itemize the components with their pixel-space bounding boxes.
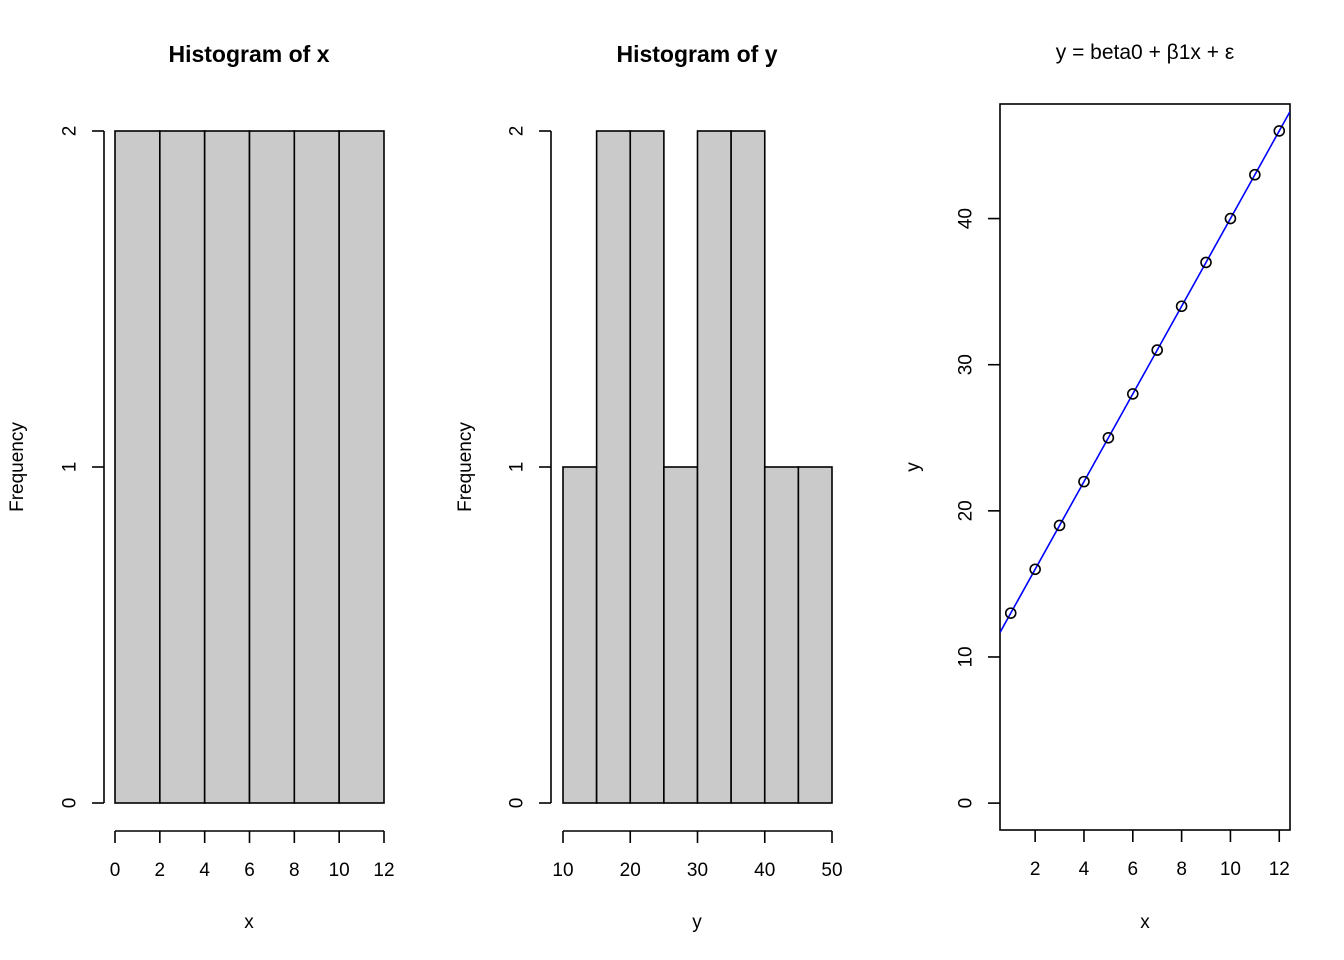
histogram-y-xlabel: y [692,912,702,933]
histogram-bar [763,466,800,804]
y-tick-label: 2 [507,126,528,137]
y-tick-label: 1 [60,462,81,473]
histogram-x-ylabel: Frequency [7,422,28,512]
y-tick-label: 40 [956,208,977,229]
histogram-x-panel: Histogram of x 012 0 2 4 6 8 10 12 x Frequency [7,41,395,933]
scatter-x-axis: 2 4 6 8 10 12 [1030,830,1290,880]
scatter-point [1004,607,1017,619]
scatter-point [1078,475,1090,488]
x-tick-label: 2 [1030,859,1041,880]
histogram-x-y-axis: 0 1 2 [60,126,105,809]
scatter-y-axis: 0 10 20 30 40 [956,208,1000,809]
histogram-bar [730,130,766,804]
x-tick-label: 10 [552,860,573,881]
histogram-y-y-axis: 0 1 2 [507,126,552,809]
x-tick-label: 0 [110,860,121,881]
histogram-x-x-axis: 0 2 4 6 8 10 12 [110,830,395,881]
x-tick-label: 12 [373,860,394,881]
histogram-bar [203,130,251,804]
y-tick-label: 0 [60,798,81,809]
x-tick-label: 4 [1079,859,1090,880]
x-tick-label: 40 [754,860,775,881]
scatter-point [1249,168,1261,181]
scatter-point [1126,388,1139,400]
x-tick-label: 8 [1176,859,1187,880]
scatter-point [1029,563,1041,576]
histogram-bar [562,466,598,804]
y-tick-label: 30 [956,354,977,375]
scatter-point [1102,431,1115,444]
x-tick-label: 50 [821,860,842,881]
histogram-bar [696,130,732,804]
histogram-y-x-axis: 10 20 30 40 50 [552,830,843,881]
histogram-y-ylabel: Frequency [455,422,476,512]
scatter-point [1224,212,1237,225]
x-tick-label: 8 [289,860,300,881]
scatter-title: y = beta0 + β1x + ε [1056,41,1234,64]
histogram-bar [159,130,206,804]
histogram-bar [248,130,296,804]
histogram-bar [293,130,340,804]
scatter-point [1151,344,1164,356]
histogram-y-panel: Histogram of y 0 1 2 10 20 30 40 50 y Frequenc… [455,41,843,933]
scatter-points [1004,125,1286,619]
x-tick-label: 20 [620,860,641,881]
histogram-x-xlabel: x [244,912,254,933]
histogram-y-title: Histogram of y [616,41,777,67]
x-tick-label: 4 [199,860,210,881]
y-tick-label: 10 [956,646,977,667]
histogram-x-title: Histogram of x [168,41,329,67]
x-tick-label: 2 [155,860,166,881]
histogram-y-bars [562,130,833,804]
scatter-fit-line-group [1000,111,1290,633]
scatter-panel: y = beta0 + β1x + ε 0 10 20 30 40 2 4 6 8 10 12 x… [903,41,1291,933]
histogram-bar [338,130,385,804]
scatter-point [1273,125,1286,137]
histogram-bar [629,130,665,804]
x-tick-label: 10 [1220,859,1241,880]
histogram-bar [595,130,632,804]
scatter-point [1175,300,1188,313]
histogram-bar [114,130,161,804]
scatter-point [1200,256,1212,269]
histogram-x-bars [114,130,385,804]
y-tick-label: 0 [956,798,977,809]
scatter-point [1053,519,1066,532]
y-tick-label: 20 [956,500,977,521]
x-tick-label: 6 [244,860,255,881]
x-tick-label: 10 [329,860,350,881]
y-tick-label: 0 [507,798,528,809]
y-tick-label: 1 [507,462,528,473]
histogram-bar [797,466,833,804]
histogram-bar [663,466,699,804]
scatter-xlabel: x [1140,912,1150,933]
y-tick-label: 2 [60,126,81,137]
scatter-fit-line [1000,111,1290,633]
scatter-plot-box [999,103,1291,831]
x-tick-label: 12 [1269,859,1290,880]
x-tick-label: 6 [1128,859,1139,880]
x-tick-label: 30 [687,860,708,881]
scatter-ylabel: y [903,462,924,472]
